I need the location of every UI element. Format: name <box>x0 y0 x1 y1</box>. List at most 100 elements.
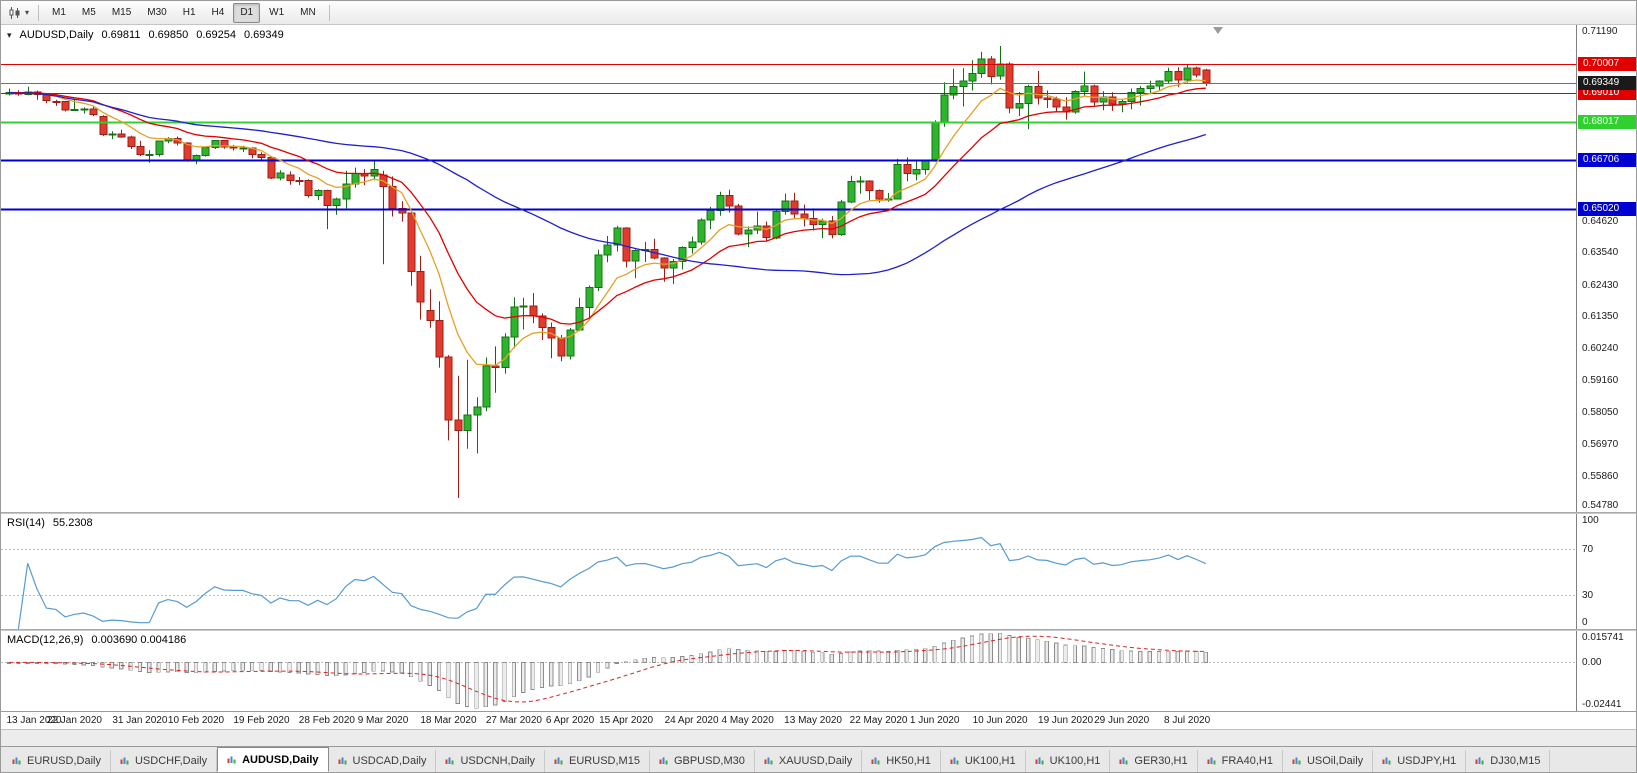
rsi-axis[interactable]: 100 70 30 0 <box>1576 514 1636 629</box>
macd-histogram-bar <box>296 661 301 674</box>
x-axis-label: 10 Jun 2020 <box>972 715 1028 726</box>
axis-tick-label: 0.64620 <box>1582 215 1619 227</box>
macd-histogram-bar <box>511 661 517 698</box>
panel-resize-handle[interactable] <box>1 512 1636 514</box>
macd-histogram-bar <box>633 659 638 663</box>
axis-tick-label: 0.58050 <box>1582 407 1619 419</box>
price-plot[interactable] <box>1 25 1576 512</box>
candle-bearish <box>1192 66 1201 78</box>
axis-tick-label: 0.61350 <box>1582 311 1619 323</box>
panel-resize-handle[interactable] <box>1 629 1636 631</box>
macd-histogram-bar <box>259 661 264 671</box>
rsi-plot[interactable] <box>1 514 1576 629</box>
timeframe-button-mn[interactable]: MN <box>300 6 316 18</box>
candle-bearish <box>220 140 229 149</box>
timeframe-button-w1[interactable]: W1 <box>269 6 285 18</box>
x-axis-label: 19 Feb 2020 <box>233 715 290 726</box>
chart-tab-uk100-h1[interactable]: UK100,H1 <box>941 750 1026 772</box>
macd-histogram-bar <box>521 661 526 694</box>
chart-tab-usoil-daily[interactable]: USOil,Daily <box>1283 750 1374 772</box>
macd-axis[interactable]: 0.015741 0.00 -0.02441 <box>1576 631 1636 711</box>
macd-histogram-bar <box>782 650 788 663</box>
candle-bearish <box>762 221 771 242</box>
timeframe-button-h1[interactable]: H1 <box>182 6 196 18</box>
chart-tab-ger30-h1[interactable]: GER30,H1 <box>1110 750 1198 772</box>
chart-type-dropdown-icon[interactable]: ▾ <box>25 8 30 17</box>
candle-bullish <box>940 82 949 127</box>
candle-bullish <box>314 189 323 200</box>
timeframe-button-m5[interactable]: M5 <box>81 6 96 18</box>
candle-bullish <box>575 297 584 332</box>
chart-tab-usdcad-daily[interactable]: USDCAD,Daily <box>329 750 437 772</box>
candle-bearish <box>286 171 295 185</box>
macd-histogram-bar <box>754 650 760 663</box>
axis-tick-label: 100 <box>1582 515 1599 526</box>
chart-tab-label: AUDUSD,Daily <box>242 753 319 766</box>
chart-tab-dj30-m15[interactable]: DJ30,M15 <box>1466 750 1551 772</box>
candle-bearish <box>865 180 874 200</box>
price-axis[interactable]: 0.71190 0.64620 0.63540 0.62430 0.61350 0.602… <box>1576 25 1636 512</box>
macd-histogram-bar <box>315 661 320 675</box>
macd-histogram-bar <box>988 633 993 663</box>
price-chart-panel[interactable]: ▾ AUDUSD,Daily 0.69811 0.69850 0.69254 0… <box>1 25 1636 512</box>
timeframe-toolbar: ▾ M1 M5 M15 M30 H1 H4 D1 W1 MN <box>1 1 1636 25</box>
candle-bearish <box>650 238 659 260</box>
macd-histogram-bar <box>1054 642 1059 663</box>
timeframe-button-m1[interactable]: M1 <box>52 6 66 18</box>
macd-histogram-bar <box>801 650 806 663</box>
macd-histogram-bar <box>960 637 965 663</box>
macd-histogram-bar <box>306 661 311 675</box>
candle-bullish <box>566 328 575 360</box>
candle-bearish <box>800 204 809 227</box>
candle-bullish <box>847 175 856 204</box>
candle-bullish <box>697 218 706 245</box>
timeframe-button-m30[interactable]: M30 <box>147 6 167 18</box>
candle-bullish <box>603 236 612 263</box>
candle-bearish <box>117 129 126 138</box>
chart-tab-gbpusd-m30[interactable]: GBPUSD,M30 <box>650 750 755 772</box>
candle-bullish <box>594 249 603 292</box>
chart-icon <box>554 756 564 766</box>
macd-histogram-bar <box>362 661 367 673</box>
price-badge: 0.65020 <box>1578 202 1636 217</box>
macd-panel[interactable]: MACD(12,26,9) 0.003690 0.004186 0.015741… <box>1 631 1636 711</box>
macd-histogram-bar <box>1082 645 1087 663</box>
candle-bullish <box>1164 67 1173 84</box>
candle-bullish <box>1015 92 1024 117</box>
axis-tick-label: 0.55860 <box>1582 470 1619 482</box>
macd-plot[interactable] <box>1 631 1576 711</box>
axis-tick-label: 30 <box>1582 589 1594 601</box>
chart-tab-usdjpy-h1[interactable]: USDJPY,H1 <box>1373 750 1467 772</box>
macd-histogram-bar <box>203 661 208 673</box>
chart-tab-xauusd-daily[interactable]: XAUUSD,Daily <box>755 750 863 772</box>
timeframe-button-m15[interactable]: M15 <box>111 6 132 18</box>
time-axis[interactable]: 13 Jan 2020 22 Jan 2020 31 Jan 2020 10 Feb … <box>1 711 1636 729</box>
chart-tab-hk50-h1[interactable]: HK50,H1 <box>862 750 941 772</box>
chart-tab-eurusd-daily[interactable]: EURUSD,Daily <box>3 750 111 772</box>
macd-histogram-bar <box>399 661 404 674</box>
timeframe-button-h4[interactable]: H4 <box>211 6 225 18</box>
chart-tab-usdchf-daily[interactable]: USDCHF,Daily <box>111 750 218 772</box>
chart-tab-fra40-h1[interactable]: FRA40,H1 <box>1198 750 1283 772</box>
chart-tab-audusd-daily[interactable]: AUDUSD,Daily <box>217 747 329 772</box>
chart-tab-usdcnh-daily[interactable]: USDCNH,Daily <box>436 750 546 772</box>
price-badge: 0.66706 <box>1578 153 1636 168</box>
chart-tab-label: USDCHF,Daily <box>134 755 208 767</box>
macd-histogram-bar <box>184 661 189 673</box>
macd-histogram-bar <box>764 651 769 663</box>
candle-bearish <box>416 255 425 320</box>
candle-bullish <box>631 249 640 279</box>
axis-tick-label: 0.015741 <box>1582 632 1624 643</box>
rsi-panel[interactable]: RSI(14) 55.2308 100 70 30 0 <box>1 514 1636 629</box>
chart-type-icon[interactable] <box>5 4 25 22</box>
chart-tab-eurusd-m15[interactable]: EURUSD,M15 <box>545 750 650 772</box>
timeframe-button-d1[interactable]: D1 <box>233 2 261 23</box>
chart-tab-uk100-h1[interactable]: UK100,H1 <box>1026 750 1111 772</box>
macd-label: MACD(12,26,9) 0.003690 0.004186 <box>7 634 186 646</box>
macd-histogram-bar <box>1138 650 1143 663</box>
x-axis-label: 24 Apr 2020 <box>664 715 719 726</box>
candle-bullish <box>80 107 89 114</box>
x-axis-label: 29 Jun 2020 <box>1094 715 1150 726</box>
macd-histogram-bar <box>951 639 956 663</box>
macd-histogram-bar <box>1166 650 1171 663</box>
